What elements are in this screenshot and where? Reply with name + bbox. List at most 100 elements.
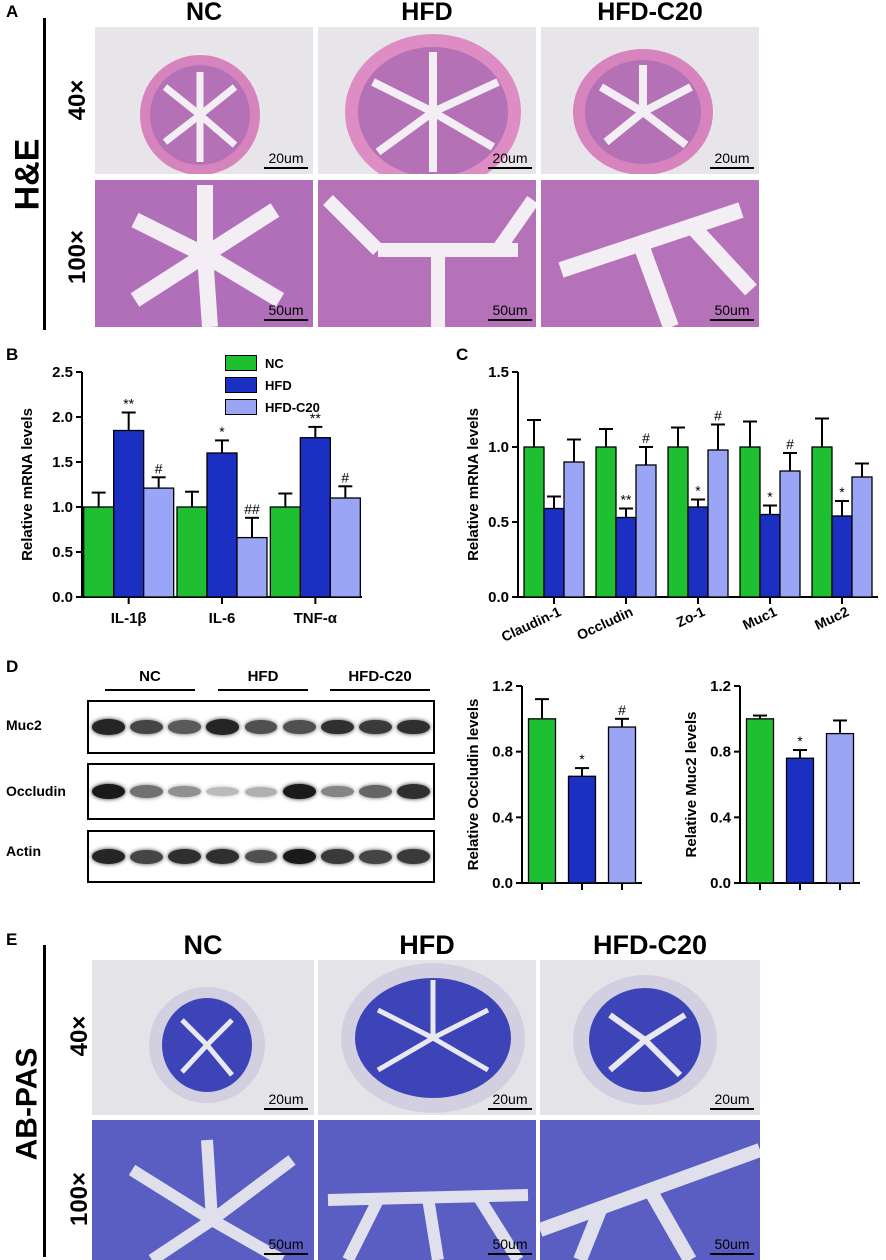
panel-label-c: C <box>456 345 469 364</box>
blot-band <box>168 785 201 798</box>
significance-mark: # <box>786 436 794 452</box>
significance-mark: ** <box>123 396 134 412</box>
abpas-40x-hfd-image <box>318 960 536 1115</box>
bar <box>785 757 815 884</box>
y-tick-label: 1.0 <box>488 439 509 456</box>
bar <box>113 429 145 598</box>
blot-band <box>91 719 125 735</box>
legend-label-c20: HFD-C20 <box>265 399 320 415</box>
chart-d-muc2: 0.0 0.4 0.8 1.2 Relative Muc2 levels * <box>683 678 860 892</box>
y-axis-label: Relative Muc2 levels <box>683 712 700 858</box>
y-tick-label: 1.2 <box>492 678 513 695</box>
bar <box>635 464 657 598</box>
abpas-col-head-nc: NC <box>183 930 223 960</box>
bar <box>527 718 557 884</box>
legend-item-nc: NC <box>225 352 320 374</box>
he-40x-nc-scalebar: 20um <box>264 150 308 169</box>
x-tick-label: TNF-α <box>294 610 338 627</box>
bar <box>83 506 115 598</box>
chart-d-occludin: 0.0 0.4 0.8 1.2 Relative Occludin levels * # <box>465 678 642 892</box>
he-40x-c20-scalebar: 20um <box>710 150 754 169</box>
x-tick-label: Occludin <box>574 603 635 643</box>
blot-band <box>206 719 240 735</box>
he-100x-nc-scalebar: 50um <box>264 302 308 321</box>
abpas-40x-nc-image <box>92 960 314 1115</box>
blot-band <box>397 849 431 864</box>
blot-band <box>359 849 393 864</box>
y-tick-label: 0.8 <box>492 744 513 761</box>
legend-label-nc: NC <box>265 355 284 371</box>
bar <box>779 470 801 598</box>
he-40x-nc-image <box>95 27 313 174</box>
bar <box>831 515 853 598</box>
blot-band <box>129 720 163 734</box>
he-col-head-c20: HFD-C20 <box>597 0 703 26</box>
y-tick-label: 2.0 <box>52 409 73 426</box>
abpas-100x-hfd-image <box>318 1120 536 1260</box>
blot-band <box>282 848 316 865</box>
bar <box>687 506 709 598</box>
bar <box>299 437 331 598</box>
chart-b-legend: NC HFD HFD-C20 <box>225 352 320 418</box>
y-tick-label: 0.8 <box>710 744 731 761</box>
chart-c: 0.0 0.5 1.0 1.5 Relative mRNA levels ** # * # * # *… <box>465 364 878 645</box>
legend-item-hfd: HFD <box>225 374 320 396</box>
legend-swatch-c20 <box>225 399 257 415</box>
abpas-100x-nc-scalebar: 50um <box>264 1236 308 1255</box>
legend-swatch-nc <box>225 355 257 371</box>
bar <box>269 506 301 598</box>
bar <box>759 513 781 598</box>
blot-group-label-c20: HFD-C20 <box>348 668 412 685</box>
blot-band <box>244 786 278 797</box>
legend-item-c20: HFD-C20 <box>225 396 320 418</box>
bar <box>851 476 873 598</box>
bar <box>667 446 689 598</box>
blot-band <box>91 848 125 865</box>
y-tick-label: 0.5 <box>52 544 73 561</box>
blot-group-line-hfd <box>218 689 308 691</box>
significance-mark: * <box>579 751 585 767</box>
y-tick-label: 0.5 <box>488 514 509 531</box>
abpas-40x-nc-scalebar: 20um <box>264 1091 308 1110</box>
he-40x-c20-image <box>541 27 759 174</box>
abpas-divider-line <box>43 945 46 1257</box>
blot-band <box>397 719 431 735</box>
he-100x-nc-image <box>95 180 313 327</box>
abpas-mag-high-label: 100× <box>66 1171 93 1227</box>
he-100x-c20-scalebar: 50um <box>710 302 754 321</box>
significance-mark: ** <box>621 492 632 508</box>
significance-mark: # <box>642 430 650 446</box>
significance-mark: ** <box>310 410 321 426</box>
bar <box>206 452 238 598</box>
blot-row-label-actin: Actin <box>6 843 41 859</box>
blot-band <box>244 849 278 864</box>
significance-mark: # <box>341 469 349 485</box>
bar <box>176 506 208 598</box>
western-blot: NC HFD HFD-C20 Muc2 Occludin Actin <box>0 660 450 890</box>
he-stain-label: H&E <box>8 138 47 211</box>
bar <box>811 446 833 598</box>
blot-strip-actin <box>87 830 435 883</box>
bar <box>329 497 361 598</box>
he-col-head-hfd: HFD <box>401 0 453 26</box>
legend-swatch-hfd <box>225 377 257 393</box>
blot-band <box>91 783 125 800</box>
blot-band <box>282 720 316 734</box>
blot-band <box>168 849 201 864</box>
blot-strip-muc2 <box>87 700 435 754</box>
he-mag-high-label: 100× <box>64 229 91 285</box>
abpas-100x-c20-scalebar: 50um <box>710 1236 754 1255</box>
he-100x-hfd-image <box>318 180 536 327</box>
blot-band <box>321 849 354 864</box>
abpas-col-head-hfd: HFD <box>399 930 455 960</box>
y-tick-label: 2.5 <box>52 364 73 381</box>
he-40x-hfd-image <box>318 27 536 174</box>
bar <box>607 726 637 884</box>
significance-mark: * <box>797 733 803 749</box>
blot-band <box>244 720 278 734</box>
bar <box>523 446 545 598</box>
significance-mark: # <box>618 702 626 718</box>
significance-mark: * <box>695 483 701 499</box>
abpas-stain-label: AB-PAS <box>10 1047 44 1161</box>
